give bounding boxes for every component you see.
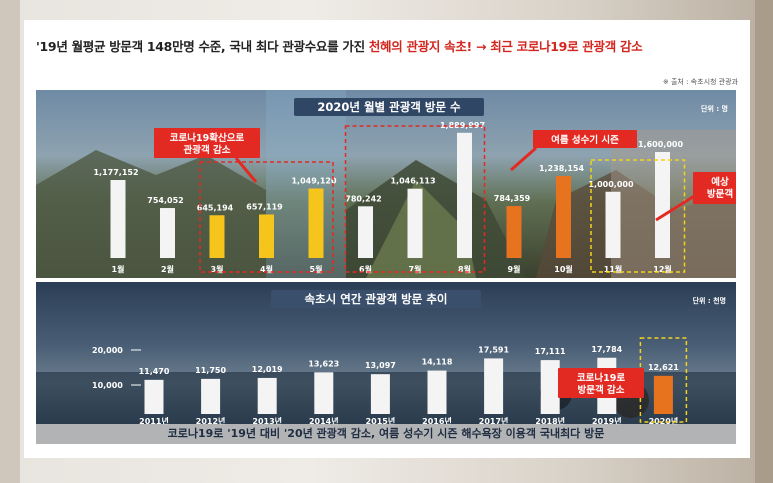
headline-part2: 천혜의 관광지 속초! → 최근 코로나19로 관광객 감소 [368, 39, 643, 54]
year-tick-label: 2011년 [139, 416, 169, 426]
annual-chart-panel: 속초시 연간 관광객 방문 추이 단위 : 천명 20,000 10,000 11,… [36, 282, 736, 444]
year-tick-label: 2017년 [479, 416, 509, 426]
annotation-arrow [655, 193, 697, 222]
annotation-arrow [510, 146, 537, 172]
year-tick-label: 2015년 [366, 416, 396, 426]
month-bar [110, 180, 126, 258]
year-bar [653, 375, 673, 414]
year-value-label: 11,750 [195, 366, 226, 375]
annotation-arrow [234, 157, 258, 183]
month-value-label: 1,889,997 [440, 121, 485, 130]
month-value-label: 780,242 [345, 194, 381, 203]
month-tick-label: 4월 [260, 264, 273, 274]
annotation-box [533, 130, 637, 148]
month-tick-label: 5월 [310, 264, 323, 274]
covid-dip-frame [199, 161, 334, 273]
year-bar [427, 370, 447, 414]
annual-bar-chart: 20,000 10,000 11,470 2011년 11,750 2012년 12,019… [92, 337, 688, 426]
year-tick-label: 2020년 [649, 416, 679, 426]
y-tick-label: 20,000 [92, 346, 123, 355]
panel1-scenery [36, 90, 736, 278]
year-tick-label: 2018년 [535, 416, 565, 426]
year-tick-label: 2019년 [592, 416, 622, 426]
year-value-label: 17,591 [478, 345, 509, 354]
month-bar [407, 188, 423, 258]
year-value-label: 13,623 [308, 359, 339, 368]
year-value-label: 17,111 [535, 347, 566, 356]
year-value-label: 14,118 [422, 358, 453, 367]
year-bar [540, 360, 560, 414]
month-tick-label: 12월 [653, 264, 672, 274]
headline-part1: '19년 월평균 방문객 148만명 수준, 국내 최다 관광수요를 가진 [36, 39, 369, 54]
month-value-label: 1,046,113 [390, 177, 435, 186]
year-bar [257, 377, 277, 414]
month-bar [160, 208, 175, 258]
month-value-label: 1,238,154 [539, 164, 584, 173]
slide-card: '19년 월평균 방문객 148만명 수준, 국내 최다 관광수요를 가진 천혜… [24, 20, 750, 458]
month-bar [457, 132, 472, 258]
year-value-label: 11,470 [139, 367, 170, 376]
source-note: ※ 출처 : 속초시청 관광과 [662, 78, 738, 86]
month-value-label: 754,052 [147, 196, 183, 205]
year-tick-label: 2013년 [252, 416, 282, 426]
year-bar [314, 372, 334, 414]
chart2-unit: 단위 : 천명 [692, 297, 726, 305]
year-value-label: 12,621 [648, 363, 679, 372]
month-bar [209, 215, 225, 258]
annotation-box [558, 368, 644, 398]
year-bar [370, 374, 390, 414]
year-tick-label: 2016년 [422, 416, 452, 426]
annotation-box [154, 128, 260, 158]
year-bar [201, 378, 221, 414]
month-bar [605, 191, 621, 258]
year-tick-label: 2012년 [196, 416, 226, 426]
month-value-label: 1,600,000 [638, 140, 683, 149]
year-tick-label: 2014년 [309, 416, 339, 426]
month-tick-label: 3월 [211, 264, 224, 274]
month-tick-label: 9월 [508, 264, 521, 274]
month-value-label: 784,359 [494, 194, 531, 203]
monthly-chart-panel: 2020년 월별 관광객 방문 수 단위 : 명 1,177,152 1월 754,… [36, 90, 736, 278]
headline: '19년 월평균 방문객 148만명 수준, 국내 최다 관광수요를 가진 천혜… [36, 36, 738, 55]
month-bar [556, 175, 571, 258]
annotation-box [693, 172, 736, 204]
summer-peak-frame [344, 125, 486, 273]
month-bar [655, 152, 670, 258]
month-bar [259, 214, 274, 258]
month-tick-label: 11월 [604, 264, 623, 274]
annotation-covid-text: 코로나19확산으로 관광객 감소 [170, 132, 245, 156]
month-bar [506, 206, 522, 258]
forecast-frame [590, 159, 686, 273]
month-tick-label: 10월 [554, 264, 573, 274]
month-bar [308, 188, 324, 258]
year-bar [144, 379, 164, 414]
chart2-title: 속초시 연간 관광객 방문 추이 [271, 290, 481, 308]
chart1-unit: 단위 : 명 [701, 105, 728, 113]
year-value-label: 17,784 [591, 345, 622, 354]
month-tick-label: 6월 [359, 264, 372, 274]
year-bar [484, 358, 504, 414]
chart1-title: 2020년 월별 관광객 방문 수 [294, 98, 484, 116]
month-value-label: 1,000,000 [588, 180, 633, 189]
monthly-bar-chart: 1,177,152 1월 754,052 2월 645,194 3월 657,119 4월 1,… [93, 121, 736, 274]
month-tick-label: 1월 [112, 264, 125, 274]
month-value-label: 657,119 [246, 202, 283, 211]
year-value-label: 13,097 [365, 361, 396, 370]
footer-summary: 코로나19로 '19년 대비 '20년 관광객 감소, 여름 성수기 시즌 해수… [36, 424, 736, 444]
background-stripe [755, 0, 773, 483]
month-tick-label: 2월 [161, 264, 174, 274]
annotation-summer-text: 여름 성수기 시즌 [551, 134, 619, 146]
y-tick-label: 10,000 [92, 381, 123, 390]
annotation-forecast-text: 예상 방문객 [707, 176, 733, 200]
year-value-label: 12,019 [252, 365, 283, 374]
background-stripe [0, 0, 20, 483]
month-tick-label: 7월 [409, 264, 422, 274]
month-value-label: 645,194 [197, 203, 234, 212]
month-bar [358, 206, 373, 258]
month-tick-label: 8월 [458, 264, 471, 274]
annotation-covid2-text: 코로나19로 방문객 감소 [577, 372, 625, 396]
month-value-label: 1,177,152 [93, 168, 138, 177]
month-value-label: 1,049,120 [291, 176, 336, 185]
